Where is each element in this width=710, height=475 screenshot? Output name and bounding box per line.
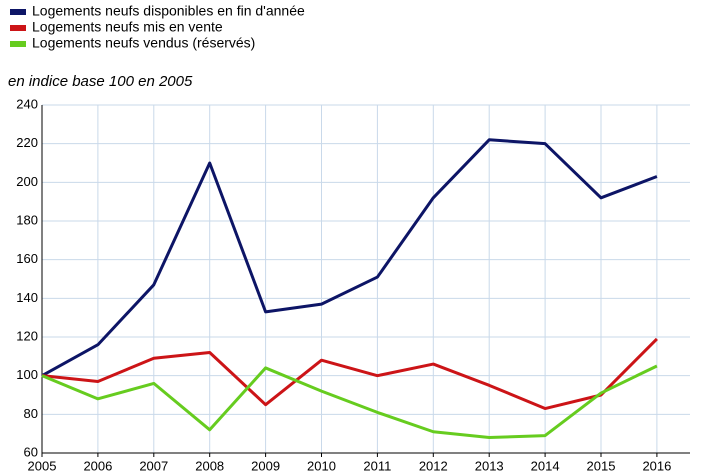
y-tick-label: 120 xyxy=(16,328,38,343)
legend-label: Logements neufs vendus (réservés) xyxy=(32,35,255,51)
x-tick-label: 2016 xyxy=(642,458,671,473)
y-tick-label: 220 xyxy=(16,135,38,150)
y-tick-label: 200 xyxy=(16,174,38,189)
y-tick-label: 100 xyxy=(16,367,38,382)
y-tick-label: 240 xyxy=(16,96,38,111)
x-tick-label: 2011 xyxy=(363,458,391,473)
x-tick-label: 2007 xyxy=(139,458,168,473)
x-tick-label: 2006 xyxy=(83,458,112,473)
y-tick-label: 60 xyxy=(24,444,38,459)
x-tick-label: 2010 xyxy=(307,458,336,473)
x-tick-label: 2008 xyxy=(195,458,224,473)
x-tick-label: 2005 xyxy=(28,458,57,473)
legend-label: Logements neufs mis en vente xyxy=(32,19,223,35)
series-line xyxy=(41,337,658,411)
x-tick-label: 2014 xyxy=(531,458,560,473)
x-tick-label: 2015 xyxy=(587,458,616,473)
x-tick-label: 2009 xyxy=(251,458,280,473)
legend-label: Logements neufs disponibles en fin d'ann… xyxy=(32,3,305,19)
legend-swatch xyxy=(10,9,26,15)
series-line xyxy=(41,364,658,440)
x-tick-label: 2013 xyxy=(475,458,504,473)
chart-subtitle: en indice base 100 en 2005 xyxy=(8,73,193,90)
x-tick-label: 2012 xyxy=(419,458,448,473)
y-tick-label: 160 xyxy=(16,251,38,266)
y-tick-label: 180 xyxy=(16,212,38,227)
series-line xyxy=(41,138,658,377)
legend-swatch xyxy=(10,41,26,47)
y-tick-label: 140 xyxy=(16,290,38,305)
legend-swatch xyxy=(10,25,26,31)
y-tick-label: 80 xyxy=(24,406,38,421)
